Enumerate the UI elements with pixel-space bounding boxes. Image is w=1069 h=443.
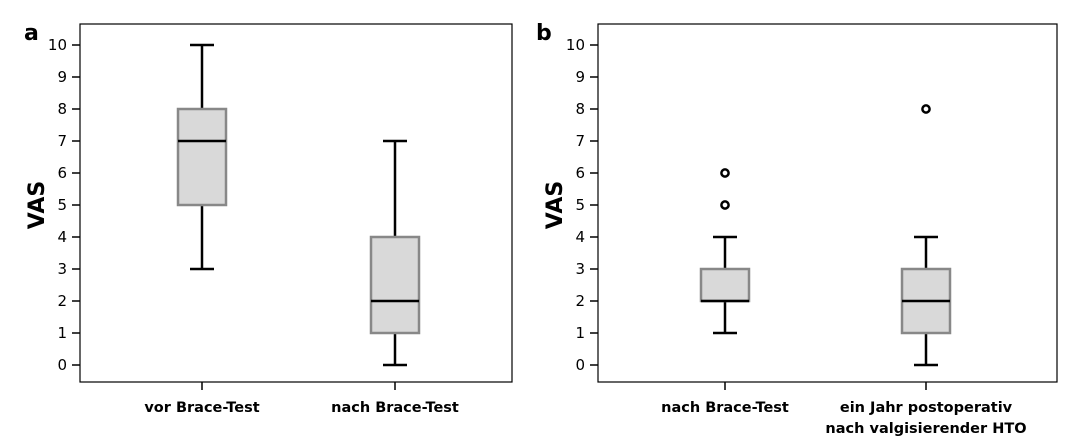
box (699, 267, 751, 303)
y-tick-label: 6 (57, 164, 67, 182)
plot-frame (597, 23, 1058, 383)
panel-a: a VAS 0 1 2 3 4 5 6 7 8 9 10 vor Brace-Test nach Brace… (24, 21, 513, 416)
y-tick-label: 10 (566, 36, 585, 54)
y-tick-label: 4 (57, 228, 67, 246)
y-tick-label: 10 (48, 36, 67, 54)
outlier-point (720, 200, 730, 210)
y-axis-label: VAS (25, 181, 50, 229)
panel-letter: b (536, 21, 552, 46)
y-tick-label: 3 (57, 260, 67, 278)
y-tick-label: 9 (575, 68, 585, 86)
x-category-label: vor Brace-Test (144, 400, 259, 416)
x-category-label: nach Brace-Test (661, 400, 789, 416)
y-tick-label: 1 (575, 324, 585, 342)
y-tick-label: 2 (575, 292, 585, 310)
plot-frame (79, 23, 513, 383)
y-tick-label: 8 (57, 100, 67, 118)
y-axis-label: VAS (543, 181, 568, 229)
y-tick-label: 1 (57, 324, 67, 342)
outlier-point (720, 168, 730, 178)
y-tick-label: 2 (57, 292, 67, 310)
y-tick-label: 6 (575, 164, 585, 182)
box (369, 235, 421, 335)
y-tick-label: 9 (57, 68, 67, 86)
y-tick-label: 5 (575, 196, 585, 214)
outlier-point (921, 104, 931, 114)
y-tick-label: 7 (57, 132, 67, 150)
x-category-label: ein Jahr postoperativ (840, 400, 1013, 416)
y-tick-label: 0 (57, 356, 67, 374)
y-tick-label: 5 (57, 196, 67, 214)
panel-letter: a (24, 21, 39, 46)
y-tick-label: 0 (575, 356, 585, 374)
panel-b: b VAS 0 1 2 3 4 5 6 7 8 9 10 nach Brace-Test ein Jahr … (536, 21, 1058, 437)
y-tick-label: 4 (575, 228, 585, 246)
x-category-label: nach Brace-Test (331, 400, 459, 416)
x-category-label: nach valgisierender HTO (825, 421, 1026, 437)
y-tick-label: 8 (575, 100, 585, 118)
y-tick-label: 7 (575, 132, 585, 150)
y-tick-label: 3 (575, 260, 585, 278)
box (176, 107, 228, 207)
